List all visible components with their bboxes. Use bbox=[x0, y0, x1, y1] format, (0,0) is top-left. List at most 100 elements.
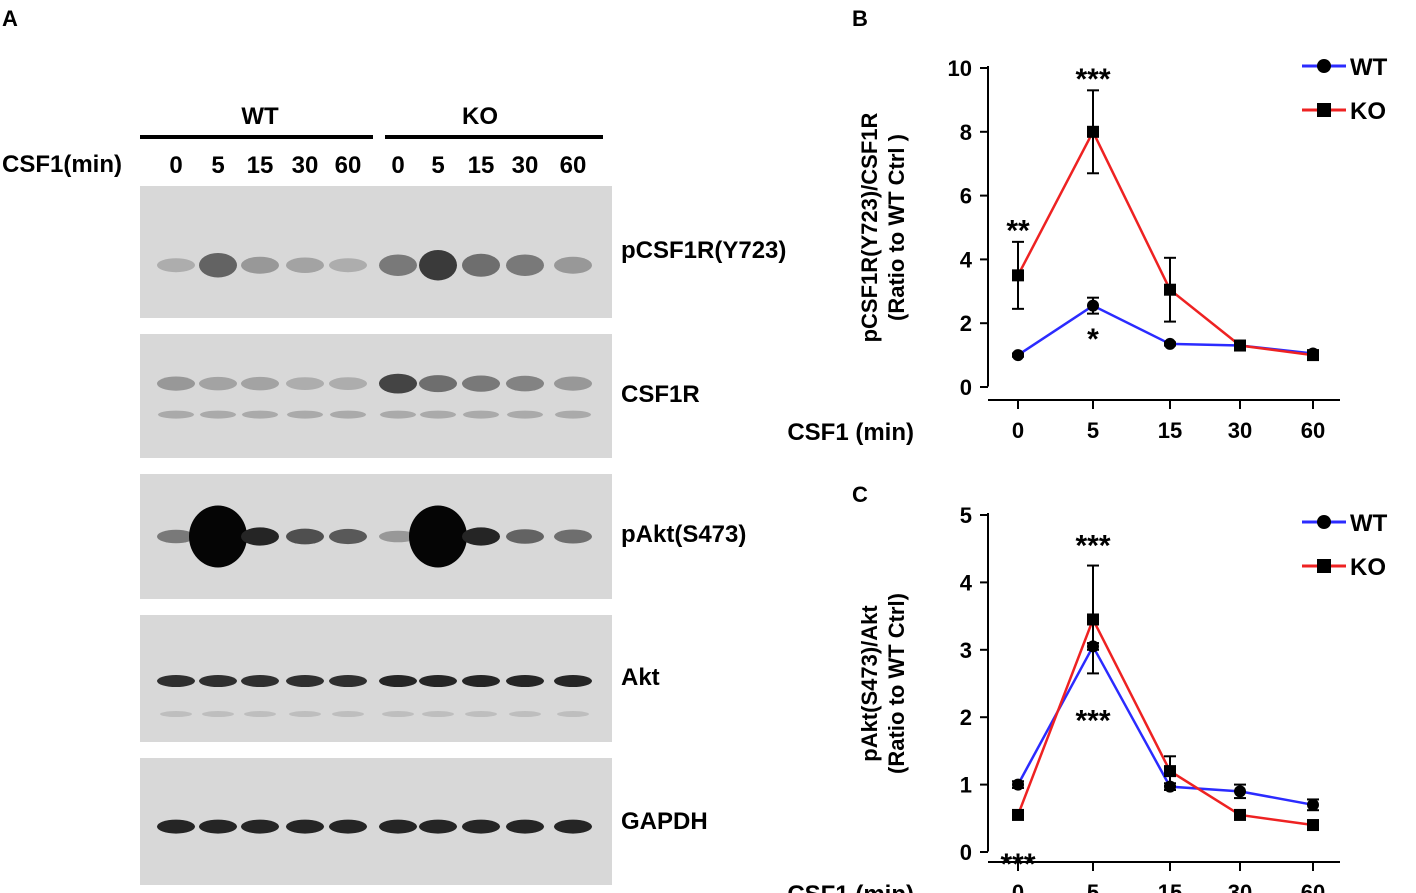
blot-band-lower bbox=[422, 711, 454, 718]
blot-band bbox=[379, 530, 417, 543]
lane-label: 5 bbox=[431, 152, 444, 179]
x-tick-label: 15 bbox=[1158, 880, 1182, 893]
data-point-wt bbox=[1012, 778, 1024, 791]
data-point-ko bbox=[1087, 613, 1099, 626]
blot-band bbox=[241, 675, 279, 688]
legend-label: KO bbox=[1350, 98, 1386, 125]
blot-band bbox=[419, 249, 457, 281]
data-point-wt bbox=[1234, 785, 1246, 798]
blot-band-lower bbox=[244, 711, 276, 718]
significance-mark: ** bbox=[1006, 215, 1030, 248]
blot-band-lower bbox=[202, 711, 234, 718]
blot-band bbox=[199, 675, 237, 688]
panel-c-label: C bbox=[852, 482, 868, 507]
lane-label: 60 bbox=[560, 152, 587, 179]
blot-band bbox=[241, 527, 279, 546]
blot-band-lower bbox=[332, 711, 364, 718]
y-axis-label: pCSF1R(Y723)/CSF1R bbox=[857, 112, 882, 342]
y-tick-label: 1 bbox=[960, 773, 972, 798]
blot-band bbox=[286, 257, 324, 273]
y-tick-label: 8 bbox=[960, 120, 972, 145]
blot-band-lower bbox=[557, 711, 589, 718]
blot-band bbox=[419, 819, 457, 834]
blot-row-label: GAPDH bbox=[621, 808, 708, 835]
significance-mark: * bbox=[1087, 323, 1099, 356]
blot-band-lower bbox=[382, 711, 414, 718]
blot-band bbox=[241, 376, 279, 391]
blot-membrane bbox=[140, 334, 612, 458]
lane-label: 0 bbox=[391, 152, 404, 179]
panel-b-label: B bbox=[852, 6, 868, 31]
y-tick-label: 6 bbox=[960, 184, 972, 209]
blot-band bbox=[286, 675, 324, 688]
blot-band bbox=[241, 256, 279, 274]
blot-band bbox=[506, 529, 544, 544]
lane-labels: 0 5 15 30 60 0 5 15 30 60 bbox=[169, 152, 586, 179]
blot-band bbox=[554, 256, 592, 274]
significance-mark: *** bbox=[1075, 705, 1110, 738]
blot-band bbox=[199, 252, 237, 278]
blot-band-lower bbox=[289, 711, 321, 718]
blot-band bbox=[419, 675, 457, 688]
legend-label: WT bbox=[1350, 54, 1388, 81]
x-tick-label: 5 bbox=[1087, 418, 1099, 443]
x-tick-label: 15 bbox=[1158, 418, 1182, 443]
legend-marker bbox=[1317, 559, 1331, 573]
lane-label: 5 bbox=[211, 152, 224, 179]
blot-band-lower bbox=[555, 410, 591, 419]
significance-mark: *** bbox=[1000, 848, 1035, 881]
chart-b: 0 2 4 6 8 10 0 5 15 30 60 CSF1 (min) pCSF1R(Y723)/CS… bbox=[787, 54, 1387, 446]
y-tick-label: 5 bbox=[960, 503, 972, 528]
x-tick-label: 30 bbox=[1228, 418, 1252, 443]
blot-band bbox=[157, 258, 195, 273]
lane-label: 60 bbox=[335, 152, 362, 179]
blot-row: GAPDH bbox=[140, 758, 708, 885]
blot-band bbox=[286, 528, 324, 545]
significance-mark: *** bbox=[1075, 63, 1110, 96]
x-tick-label: 5 bbox=[1087, 880, 1099, 893]
blot-band bbox=[379, 819, 417, 834]
blot-membrane bbox=[140, 186, 612, 318]
blot-band bbox=[506, 375, 544, 392]
y-axis-label: (Ratio to WT Ctrl) bbox=[884, 593, 909, 774]
blot-row-label: pCSF1R(Y723) bbox=[621, 237, 786, 264]
data-point-ko bbox=[1012, 269, 1024, 282]
x-tick-label: 0 bbox=[1012, 880, 1024, 893]
blot-band bbox=[329, 377, 367, 390]
blot-band-lower bbox=[465, 711, 497, 718]
data-point-wt bbox=[1012, 349, 1024, 362]
x-axis-label: CSF1 (min) bbox=[787, 881, 914, 893]
blot-band-lower bbox=[330, 410, 366, 419]
blot-band-lower bbox=[200, 410, 236, 419]
legend-marker bbox=[1317, 515, 1331, 529]
significance-mark: *** bbox=[1075, 529, 1110, 562]
blot-band bbox=[157, 675, 195, 688]
blot-band bbox=[554, 819, 592, 834]
blot-band bbox=[286, 819, 324, 834]
blot-band bbox=[199, 819, 237, 834]
y-tick-label: 4 bbox=[960, 570, 973, 595]
x-axis-label: CSF1 (min) bbox=[787, 419, 914, 446]
blot-band-lower bbox=[160, 711, 192, 718]
blot-band bbox=[506, 254, 544, 276]
blot-band bbox=[157, 529, 195, 544]
blot-band bbox=[329, 258, 367, 273]
blot-band bbox=[329, 528, 367, 545]
blot-band bbox=[379, 675, 417, 688]
legend-label: KO bbox=[1350, 554, 1386, 581]
series-line-wt bbox=[1016, 643, 1314, 807]
y-tick-label: 10 bbox=[948, 56, 972, 81]
blot-row: CSF1R bbox=[140, 334, 700, 458]
data-point-ko bbox=[1307, 349, 1319, 362]
y-tick-label: 0 bbox=[960, 375, 972, 400]
blot-band bbox=[329, 819, 367, 834]
blot-rows: pCSF1R(Y723) CSF1R pAkt(S473) Akt GAPDH bbox=[140, 186, 786, 885]
blot-band bbox=[241, 819, 279, 834]
blot-row-label: Akt bbox=[621, 664, 660, 691]
lane-label: 30 bbox=[292, 152, 319, 179]
lane-label: 30 bbox=[512, 152, 539, 179]
blot-band bbox=[189, 505, 247, 568]
data-point-ko bbox=[1307, 819, 1319, 832]
y-tick-label: 2 bbox=[960, 311, 972, 336]
data-point-ko bbox=[1012, 808, 1024, 821]
